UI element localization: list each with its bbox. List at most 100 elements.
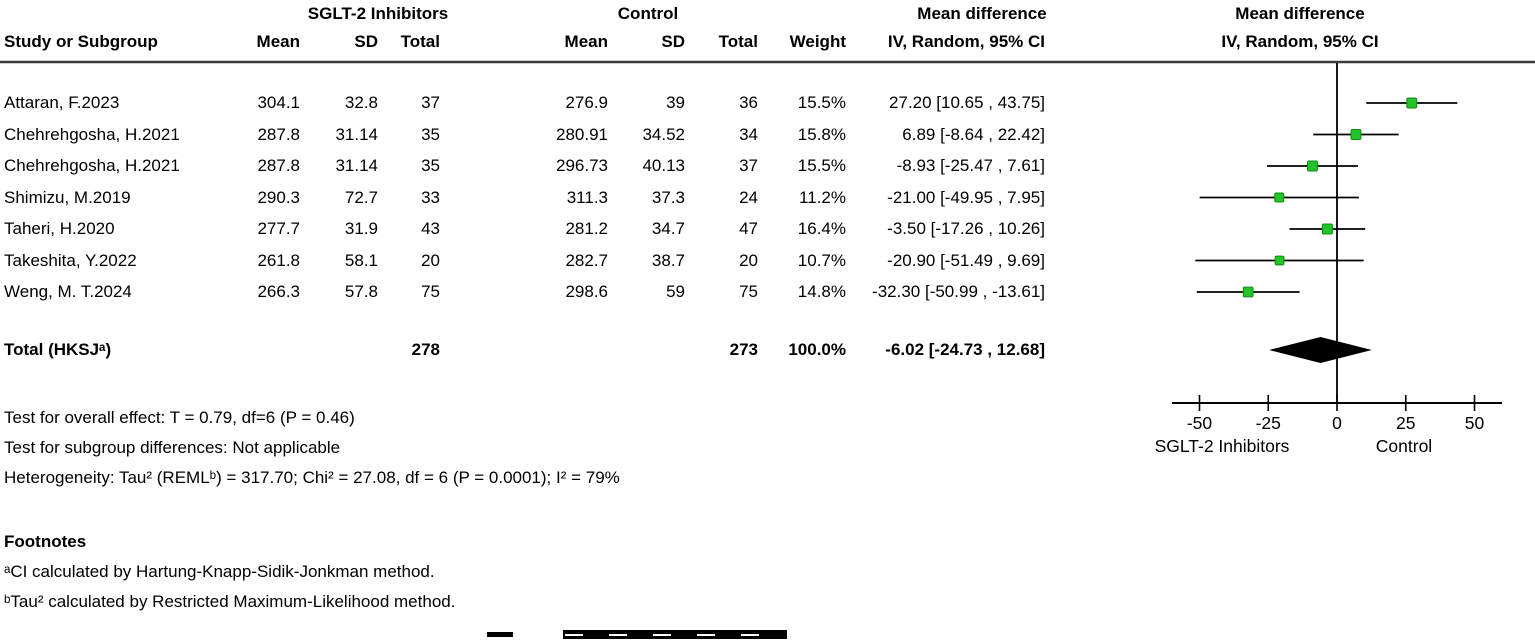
- group-header-control: Control: [617, 4, 679, 23]
- effect-column-title: Mean difference: [917, 4, 1047, 23]
- cell-sd1: 58.1: [344, 250, 378, 270]
- effect-marker: [1242, 286, 1254, 298]
- footnote-a: ᵃCI calculated by Hartung-Knapp-Sidik-Jo…: [4, 562, 435, 581]
- cell-study: Taheri, H.2020: [4, 219, 115, 238]
- cell-study: Takeshita, Y.2022: [4, 250, 137, 270]
- cell-sd1: 31.14: [335, 124, 378, 144]
- cell-mean2: 282.7: [565, 250, 608, 270]
- axis-tick-label: 50: [1465, 413, 1485, 433]
- cell-weight: 16.4%: [797, 219, 846, 238]
- table-row: Takeshita, Y.2022 261.8 58.1 20 282.7 38.7 20 1…: [0, 245, 1045, 277]
- cell-total2: 47: [739, 219, 758, 238]
- cell-sd2: 34.52: [642, 124, 685, 144]
- total-ci: -6.02 [-24.73 , 12.68]: [885, 340, 1045, 359]
- group-header-sglt2: SGLT-2 Inhibitors: [307, 4, 449, 23]
- axis-tick-label: -50: [1187, 413, 1213, 433]
- cell-ci: 6.89 [-8.64 , 22.42]: [902, 124, 1045, 144]
- axis-label-right: Control: [1376, 436, 1432, 456]
- cell-ci: -20.90 [-51.49 , 9.69]: [887, 250, 1045, 270]
- col-header-mean1: Mean: [256, 32, 300, 51]
- footnote-b: ᵇTau² calculated by Restricted Maximum-L…: [4, 592, 456, 611]
- plot-column-subtitle: IV, Random, 95% CI: [1221, 32, 1379, 51]
- effect-marker: [1274, 192, 1285, 203]
- cell-sd2: 59: [666, 282, 685, 301]
- cell-total2: 20: [739, 250, 758, 270]
- col-header-sd2: SD: [661, 32, 685, 51]
- table-row: Attaran, F.2023 304.1 32.8 37 276.9 39 36 15.5%…: [0, 87, 1045, 119]
- effect-marker: [1406, 97, 1418, 109]
- cell-mean1: 287.8: [257, 124, 300, 144]
- cell-mean1: 304.1: [257, 93, 300, 112]
- cell-weight: 10.7%: [797, 250, 846, 270]
- study-rows: Attaran, F.2023 304.1 32.8 37 276.9 39 36 15.5%…: [0, 87, 1045, 308]
- cell-total2: 75: [739, 282, 758, 301]
- col-header-weight: Weight: [789, 32, 846, 51]
- cell-ci: -3.50 [-17.26 , 10.26]: [887, 219, 1045, 238]
- cell-study: Chehrehgosha, H.2021: [4, 124, 180, 144]
- cell-sd2: 38.7: [651, 250, 685, 270]
- col-header-total2: Total: [718, 32, 758, 51]
- total-row: Total (HKSJᵃ) 278 273 100.0% -6.02 [-24.…: [0, 334, 1045, 366]
- cell-sd2: 40.13: [642, 156, 685, 175]
- cell-mean1: 290.3: [257, 187, 300, 207]
- footnotes-title: Footnotes: [4, 532, 87, 551]
- cell-weight: 11.2%: [799, 187, 846, 207]
- cell-total1: 20: [421, 250, 440, 270]
- total-n-sglt2: 278: [411, 340, 440, 359]
- table-row: Shimizu, M.2019 290.3 72.7 33 311.3 37.3 24 11.…: [0, 182, 1045, 214]
- cell-mean1: 277.7: [257, 219, 300, 238]
- heterogeneity-text: Heterogeneity: Tau² (REMLᵇ) = 317.70; Ch…: [4, 468, 620, 487]
- effect-marker: [1274, 255, 1285, 266]
- table-row: Taheri, H.2020 277.7 31.9 43 281.2 34.7 47 16.4…: [0, 213, 1045, 245]
- cell-mean2: 276.9: [565, 93, 608, 112]
- cell-sd1: 32.8: [344, 93, 378, 112]
- cell-total2: 34: [739, 124, 758, 144]
- cell-ci: -21.00 [-49.95 , 7.95]: [887, 187, 1045, 207]
- cell-sd1: 31.14: [335, 156, 378, 175]
- cell-ci: 27.20 [10.65 , 43.75]: [889, 93, 1045, 112]
- cell-mean2: 281.2: [565, 219, 608, 238]
- cell-sd2: 34.7: [651, 219, 685, 238]
- cell-total1: 35: [421, 124, 440, 144]
- axis-tick-label: 0: [1332, 413, 1342, 433]
- col-header-study: Study or Subgroup: [4, 32, 158, 51]
- effect-marker: [1350, 129, 1362, 140]
- cell-total1: 75: [421, 282, 440, 301]
- cell-sd1: 31.9: [344, 219, 378, 238]
- table-row: Chehrehgosha, H.2021 287.8 31.14 35 280.91 34…: [0, 119, 1045, 151]
- cell-weight: 15.8%: [797, 124, 846, 144]
- effect-marker: [1306, 160, 1318, 172]
- cell-weight: 15.5%: [797, 93, 846, 112]
- cell-mean2: 280.91: [556, 124, 608, 144]
- table-header-row: Study or Subgroup Mean SD Total Mean SD …: [0, 30, 1045, 54]
- cell-sd2: 39: [666, 93, 685, 112]
- cell-total2: 36: [739, 93, 758, 112]
- axis-label-left: SGLT-2 Inhibitors: [1155, 436, 1290, 456]
- cell-sd2: 37.3: [651, 187, 685, 207]
- cell-weight: 15.5%: [797, 156, 846, 175]
- cell-total1: 43: [421, 219, 440, 238]
- cell-ci: -8.93 [-25.47 , 7.61]: [896, 156, 1045, 175]
- cell-total1: 33: [421, 187, 440, 207]
- cell-total2: 37: [739, 156, 758, 175]
- cell-study: Weng, M. T.2024: [4, 282, 132, 301]
- cell-mean2: 296.73: [556, 156, 608, 175]
- cell-mean2: 298.6: [565, 282, 608, 301]
- axis-tick-label: -25: [1256, 413, 1281, 433]
- table-row: Weng, M. T.2024 266.3 57.8 75 298.6 59 75 14.8%…: [0, 276, 1045, 308]
- effect-marker: [1321, 223, 1333, 235]
- cell-study: Chehrehgosha, H.2021: [4, 156, 180, 175]
- cell-mean2: 311.3: [566, 187, 608, 207]
- cell-weight: 14.8%: [797, 282, 846, 301]
- table-row: Chehrehgosha, H.2021 287.8 31.14 35 296.73 40…: [0, 150, 1045, 182]
- cell-ci: -32.30 [-50.99 , -13.61]: [872, 282, 1045, 301]
- cell-study: Attaran, F.2023: [4, 93, 120, 112]
- cell-mean1: 287.8: [257, 156, 300, 175]
- cell-mean1: 261.8: [257, 250, 300, 270]
- cell-sd1: 72.7: [344, 187, 378, 207]
- subgroup-differences-text: Test for subgroup differences: Not appli…: [4, 438, 341, 457]
- total-weight: 100.0%: [788, 340, 846, 359]
- cropped-artifact-dash: [487, 632, 513, 637]
- cell-total1: 35: [421, 156, 440, 175]
